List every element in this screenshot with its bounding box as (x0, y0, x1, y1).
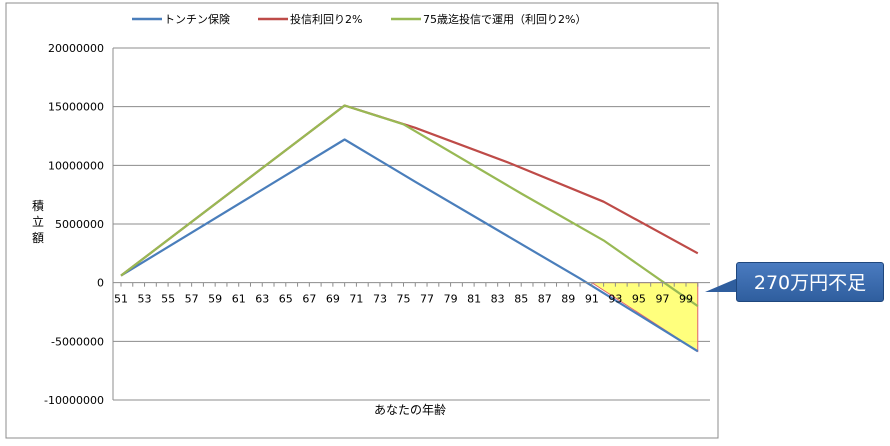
legend-label-2: 投信利回り2% (290, 12, 362, 26)
x-tick-label: 95 (632, 293, 646, 306)
x-axis-title: あなたの年齢 (374, 402, 446, 417)
x-tick-label: 69 (326, 293, 340, 306)
gridlines (113, 47, 710, 401)
x-tick-label: 59 (208, 293, 222, 306)
x-tick-label: 85 (514, 293, 528, 306)
legend: トンチン保険 投信利回り2% 75歳迄投信で運用（利回り2%） (132, 12, 586, 26)
callout-pointer (705, 278, 738, 292)
y-tick-label: 5000000 (55, 218, 104, 231)
x-tick-label: 77 (420, 293, 434, 306)
x-tick-label: 57 (185, 293, 199, 306)
x-tick-label: 87 (538, 293, 552, 306)
y-axis: 20000000 15000000 10000000 5000000 0 -5000000… (44, 42, 114, 407)
x-tick-label: 91 (585, 293, 599, 306)
x-tick-label: 93 (608, 293, 622, 306)
x-tick-label: 53 (138, 293, 152, 306)
y-tick-label: -5000000 (51, 335, 104, 348)
x-tick-label: 67 (302, 293, 316, 306)
x-tick-label: 61 (232, 293, 246, 306)
y-tick-label: 0 (97, 277, 104, 290)
y-tick-label: 15000000 (48, 101, 104, 114)
series-line-1 (120, 138, 699, 353)
x-tick-label: 79 (444, 293, 458, 306)
x-tick-label: 63 (255, 293, 269, 306)
y-axis-title: 積立額 (32, 198, 44, 245)
series-lines (120, 104, 699, 353)
x-tick-label: 51 (114, 293, 128, 306)
x-tick-label: 55 (161, 293, 175, 306)
shortfall-callout: 270万円不足 (736, 262, 884, 302)
x-tick-label: 97 (655, 293, 669, 306)
legend-label-3: 75歳迄投信で運用（利回り2%） (423, 12, 586, 26)
x-tick-label: 71 (349, 293, 363, 306)
x-tick-label: 83 (491, 293, 505, 306)
chart-border (5, 2, 719, 439)
legend-label-1: トンチン保険 (164, 12, 230, 26)
x-tick-label: 65 (279, 293, 293, 306)
x-tick-label: 89 (561, 293, 575, 306)
x-tick-label: 99 (679, 293, 693, 306)
y-tick-label: -10000000 (44, 394, 104, 407)
series-line-3 (120, 104, 699, 308)
x-tick-label: 81 (467, 293, 481, 306)
y-tick-label: 20000000 (48, 42, 104, 55)
x-tick-label: 75 (397, 293, 411, 306)
x-axis: 51 53 55 57 59 61 63 65 67 69 71 73 75 77 79 81 83 85 87 89… (113, 282, 710, 306)
x-tick-label: 73 (373, 293, 387, 306)
y-tick-label: 10000000 (48, 159, 104, 172)
